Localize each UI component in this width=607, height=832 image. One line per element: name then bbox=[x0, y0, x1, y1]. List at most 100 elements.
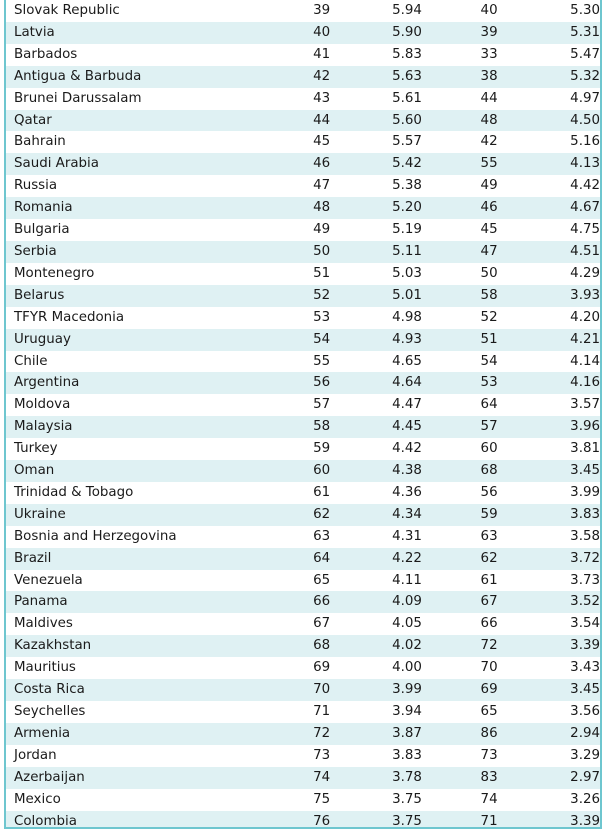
previous-score-cell: 4.21 bbox=[570, 331, 600, 347]
rank-cell: 62 bbox=[313, 506, 331, 522]
previous-score-cell: 2.97 bbox=[570, 769, 600, 785]
previous-score-cell: 3.39 bbox=[570, 638, 600, 654]
table-row: Malaysia 58 4.45 57 3.96 bbox=[6, 416, 600, 439]
rank-cell: 76 bbox=[313, 813, 331, 829]
previous-rank-cell: 58 bbox=[480, 287, 498, 303]
previous-rank-cell: 60 bbox=[480, 441, 498, 457]
rank-cell: 52 bbox=[313, 287, 331, 303]
country-cell: Azerbaijan bbox=[14, 769, 85, 785]
table-row: Qatar 44 5.60 48 4.50 bbox=[6, 109, 600, 132]
previous-rank-cell: 39 bbox=[480, 24, 498, 40]
score-cell: 5.03 bbox=[392, 265, 422, 281]
country-cell: Uruguay bbox=[14, 331, 71, 347]
previous-rank-cell: 52 bbox=[480, 309, 498, 325]
previous-rank-cell: 59 bbox=[480, 506, 498, 522]
table-row: Kazakhstan 68 4.02 72 3.39 bbox=[6, 635, 600, 658]
rank-cell: 74 bbox=[313, 769, 331, 785]
table-row: Mauritius 69 4.00 70 3.43 bbox=[6, 657, 600, 680]
country-cell: Belarus bbox=[14, 287, 65, 303]
table-row: Oman 60 4.38 68 3.45 bbox=[6, 460, 600, 482]
rank-cell: 50 bbox=[313, 243, 331, 259]
table-row: Mexico 75 3.75 74 3.26 bbox=[6, 788, 600, 811]
previous-rank-cell: 47 bbox=[480, 243, 498, 259]
table-row: Ukraine 62 4.34 59 3.83 bbox=[6, 503, 600, 526]
previous-rank-cell: 53 bbox=[480, 375, 498, 391]
rank-cell: 71 bbox=[313, 704, 331, 719]
country-cell: Montenegro bbox=[14, 265, 95, 281]
rank-cell: 75 bbox=[313, 791, 331, 807]
previous-rank-cell: 66 bbox=[480, 616, 498, 632]
score-cell: 4.93 bbox=[392, 331, 422, 347]
previous-score-cell: 5.30 bbox=[570, 3, 600, 18]
previous-rank-cell: 33 bbox=[480, 46, 498, 62]
country-cell: Serbia bbox=[14, 243, 57, 259]
country-cell: Argentina bbox=[14, 375, 80, 391]
previous-rank-cell: 61 bbox=[480, 572, 498, 588]
previous-score-cell: 3.45 bbox=[570, 682, 600, 698]
previous-score-cell: 3.26 bbox=[570, 791, 600, 807]
score-cell: 3.99 bbox=[392, 682, 422, 698]
country-cell: Bulgaria bbox=[14, 222, 70, 238]
score-cell: 5.83 bbox=[392, 46, 422, 62]
country-cell: Oman bbox=[14, 463, 55, 479]
country-cell: Brazil bbox=[14, 550, 52, 566]
previous-score-cell: 4.29 bbox=[570, 265, 600, 281]
table-row: Montenegro 51 5.03 50 4.29 bbox=[6, 262, 600, 285]
rank-cell: 40 bbox=[313, 24, 331, 40]
previous-score-cell: 4.67 bbox=[570, 200, 600, 216]
previous-rank-cell: 70 bbox=[480, 660, 498, 676]
table-row: Antigua & Barbuda 42 5.63 38 5.32 bbox=[6, 65, 600, 88]
rank-cell: 39 bbox=[313, 3, 331, 18]
country-cell: Costa Rica bbox=[14, 682, 85, 698]
score-cell: 5.90 bbox=[392, 24, 422, 40]
rank-cell: 45 bbox=[313, 134, 331, 150]
rank-cell: 65 bbox=[313, 572, 331, 588]
rank-cell: 70 bbox=[313, 682, 331, 698]
previous-rank-cell: 54 bbox=[480, 353, 498, 369]
rank-cell: 42 bbox=[313, 68, 331, 84]
previous-score-cell: 3.81 bbox=[570, 441, 600, 457]
score-cell: 4.09 bbox=[392, 594, 422, 610]
country-ranking-table-frame: Slovak Republic 39 5.94 40 5.30 Latvia 40 5.90 3… bbox=[4, 0, 602, 829]
rank-cell: 64 bbox=[313, 550, 331, 566]
table-row: Brunei Darussalam 43 5.61 44 4.97 bbox=[6, 87, 600, 110]
table-row: Brazil 64 4.22 62 3.72 bbox=[6, 547, 600, 570]
table-row: Uruguay 54 4.93 51 4.21 bbox=[6, 328, 600, 351]
previous-score-cell: 3.39 bbox=[570, 813, 600, 829]
rank-cell: 43 bbox=[313, 90, 331, 106]
score-cell: 3.75 bbox=[392, 813, 422, 829]
rank-cell: 46 bbox=[313, 156, 331, 172]
previous-rank-cell: 69 bbox=[480, 682, 498, 698]
table-row: Bahrain 45 5.57 42 5.16 bbox=[6, 131, 600, 154]
previous-rank-cell: 62 bbox=[480, 550, 498, 566]
previous-score-cell: 5.47 bbox=[570, 46, 600, 62]
country-cell: Moldova bbox=[14, 397, 71, 413]
score-cell: 4.00 bbox=[392, 660, 422, 676]
score-cell: 5.94 bbox=[392, 3, 422, 18]
table-row: Jordan 73 3.83 73 3.29 bbox=[6, 744, 600, 767]
table-row: Seychelles 71 3.94 65 3.56 bbox=[6, 701, 600, 723]
previous-rank-cell: 74 bbox=[480, 791, 498, 807]
score-cell: 4.65 bbox=[392, 353, 422, 369]
country-cell: Latvia bbox=[14, 24, 55, 40]
score-cell: 4.05 bbox=[392, 616, 422, 632]
previous-rank-cell: 83 bbox=[480, 769, 498, 785]
country-cell: Barbados bbox=[14, 46, 78, 62]
table-row: Slovak Republic 39 5.94 40 5.30 bbox=[6, 0, 600, 22]
previous-score-cell: 3.57 bbox=[570, 397, 600, 413]
country-cell: Kazakhstan bbox=[14, 638, 92, 654]
country-cell: Mexico bbox=[14, 791, 61, 807]
score-cell: 5.63 bbox=[392, 68, 422, 84]
previous-score-cell: 3.29 bbox=[570, 747, 600, 763]
score-cell: 5.60 bbox=[392, 112, 422, 128]
country-cell: Romania bbox=[14, 200, 73, 216]
score-cell: 4.38 bbox=[392, 463, 422, 479]
score-cell: 4.64 bbox=[392, 375, 422, 391]
table-row: Belarus 52 5.01 58 3.93 bbox=[6, 284, 600, 307]
previous-score-cell: 3.52 bbox=[570, 594, 600, 610]
rank-cell: 56 bbox=[313, 375, 331, 391]
previous-score-cell: 3.58 bbox=[570, 528, 600, 544]
previous-score-cell: 4.50 bbox=[570, 112, 600, 128]
country-ranking-table: Slovak Republic 39 5.94 40 5.30 Latvia 40 5.90 3… bbox=[6, 0, 600, 829]
previous-score-cell: 4.42 bbox=[570, 178, 600, 194]
